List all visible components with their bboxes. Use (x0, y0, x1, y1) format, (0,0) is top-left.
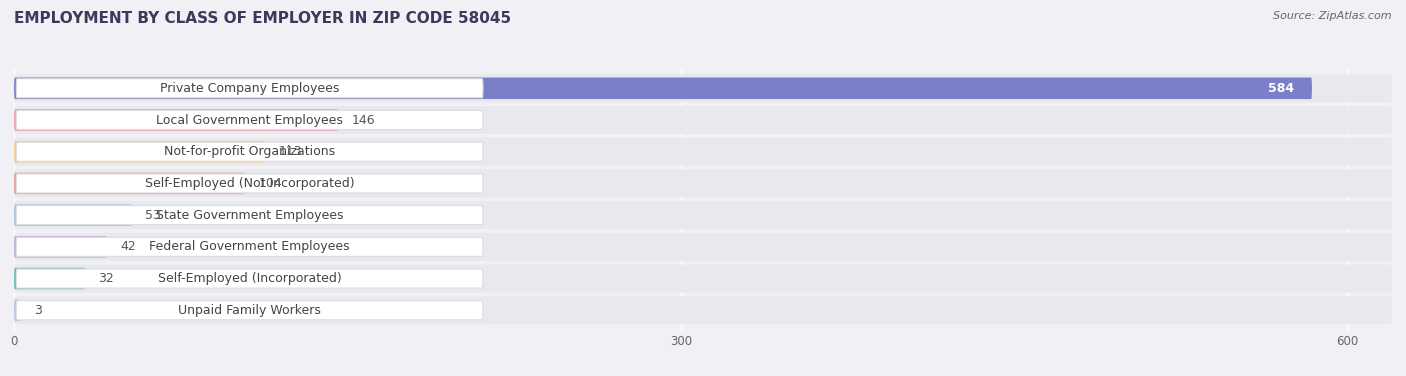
Text: 113: 113 (278, 145, 302, 158)
FancyBboxPatch shape (14, 236, 107, 258)
Text: Self-Employed (Incorporated): Self-Employed (Incorporated) (157, 272, 342, 285)
FancyBboxPatch shape (14, 296, 1392, 324)
FancyBboxPatch shape (14, 74, 1392, 102)
Text: 3: 3 (34, 304, 42, 317)
FancyBboxPatch shape (17, 237, 484, 256)
FancyBboxPatch shape (14, 141, 266, 162)
FancyBboxPatch shape (14, 106, 1392, 134)
Text: Unpaid Family Workers: Unpaid Family Workers (179, 304, 321, 317)
FancyBboxPatch shape (17, 301, 484, 320)
FancyBboxPatch shape (17, 142, 484, 161)
Text: Source: ZipAtlas.com: Source: ZipAtlas.com (1274, 11, 1392, 21)
FancyBboxPatch shape (14, 265, 1392, 293)
Text: Private Company Employees: Private Company Employees (160, 82, 339, 95)
FancyBboxPatch shape (14, 233, 1392, 261)
FancyBboxPatch shape (14, 109, 339, 131)
Text: State Government Employees: State Government Employees (156, 209, 343, 221)
FancyBboxPatch shape (14, 268, 86, 290)
FancyBboxPatch shape (14, 173, 245, 194)
Text: Self-Employed (Not Incorporated): Self-Employed (Not Incorporated) (145, 177, 354, 190)
FancyBboxPatch shape (14, 201, 1392, 229)
Text: 42: 42 (121, 240, 136, 253)
FancyBboxPatch shape (17, 79, 484, 98)
FancyBboxPatch shape (17, 269, 484, 288)
Text: EMPLOYMENT BY CLASS OF EMPLOYER IN ZIP CODE 58045: EMPLOYMENT BY CLASS OF EMPLOYER IN ZIP C… (14, 11, 512, 26)
FancyBboxPatch shape (17, 111, 484, 129)
FancyBboxPatch shape (14, 204, 132, 226)
FancyBboxPatch shape (14, 77, 1312, 99)
Text: 32: 32 (98, 272, 114, 285)
FancyBboxPatch shape (14, 170, 1392, 197)
FancyBboxPatch shape (17, 206, 484, 224)
FancyBboxPatch shape (17, 174, 484, 193)
Text: Federal Government Employees: Federal Government Employees (149, 240, 350, 253)
Text: 584: 584 (1268, 82, 1294, 95)
FancyBboxPatch shape (14, 300, 21, 321)
Text: Not-for-profit Organizations: Not-for-profit Organizations (165, 145, 335, 158)
Text: 104: 104 (259, 177, 283, 190)
Text: 53: 53 (145, 209, 162, 221)
Text: 146: 146 (352, 114, 375, 126)
Text: Local Government Employees: Local Government Employees (156, 114, 343, 126)
FancyBboxPatch shape (14, 138, 1392, 166)
